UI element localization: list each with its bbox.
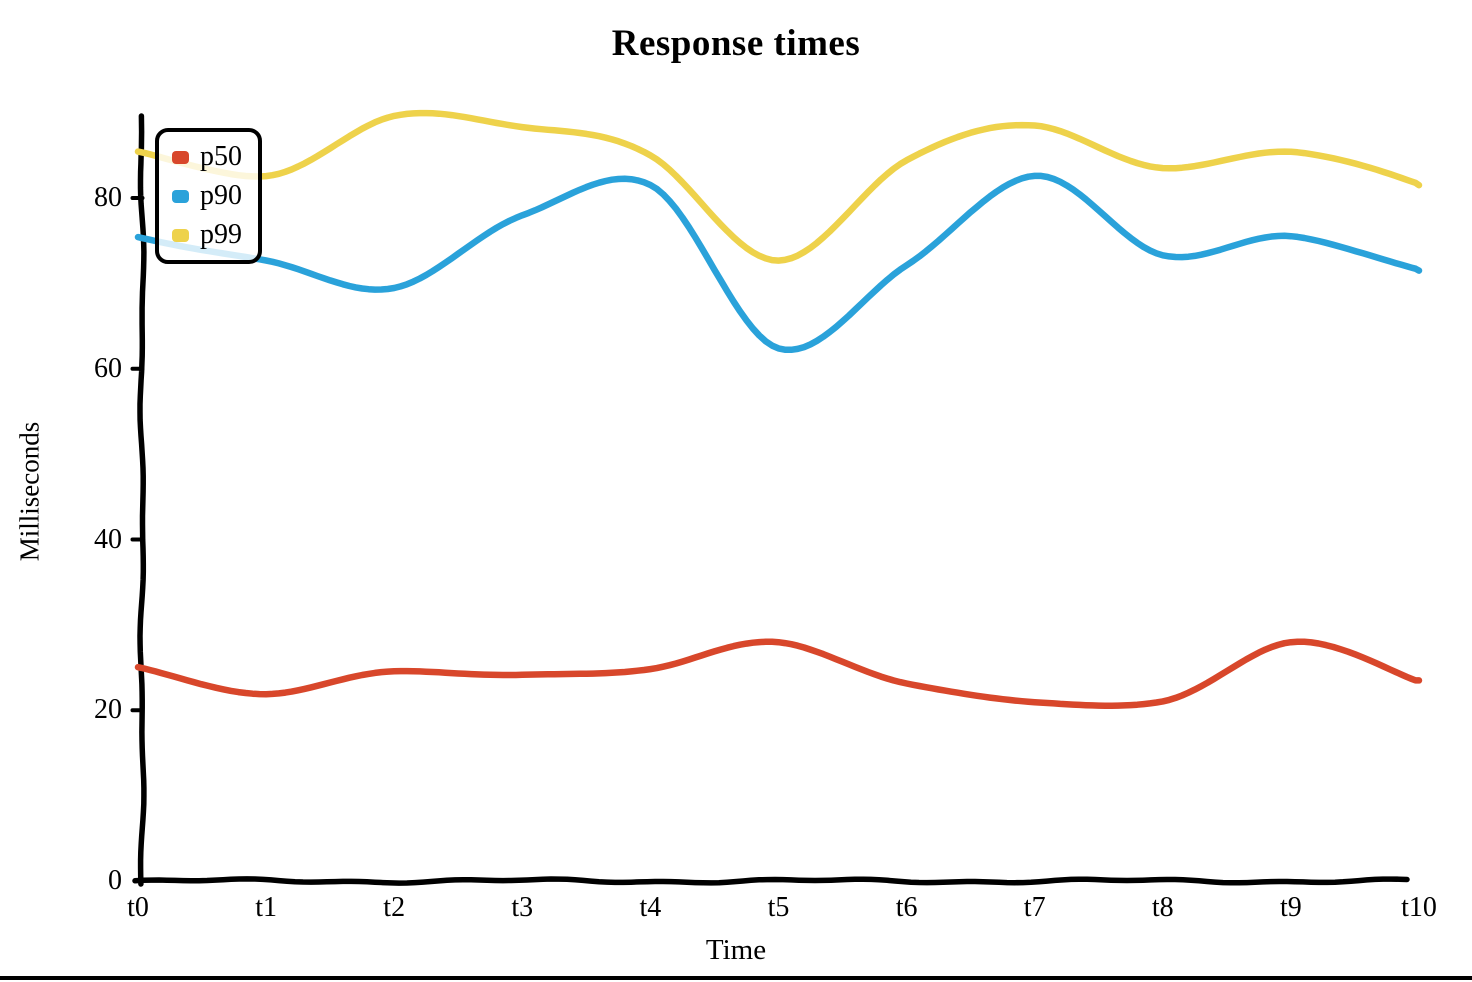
legend-item-p50: p50 (172, 141, 242, 173)
y-tick-label: 60 (94, 352, 122, 384)
legend: p50 p90 p99 (155, 128, 262, 264)
x-tick-label: t9 (1280, 892, 1302, 923)
legend-swatch-p99-icon (172, 228, 189, 242)
legend-label-p99: p99 (200, 219, 242, 250)
bottom-border-line (0, 976, 1472, 980)
legend-item-p99: p99 (172, 219, 242, 251)
legend-swatch-p90-icon (172, 189, 189, 203)
y-tick-label: 20 (94, 694, 122, 726)
x-tick-label: t4 (639, 892, 662, 923)
legend-label-p50: p50 (200, 141, 242, 172)
chart-title: Response times (611, 23, 861, 64)
x-tick-label: t5 (767, 892, 790, 923)
legend-item-p90: p90 (172, 180, 242, 212)
y-tick-label: 0 (108, 865, 122, 896)
x-tick-label: t6 (895, 892, 918, 923)
x-tick-label: t10 (1401, 892, 1437, 923)
y-tick-label: 80 (94, 182, 122, 213)
x-tick-label: t1 (255, 892, 277, 923)
x-tick-label: t8 (1151, 892, 1174, 923)
legend-swatch-p50-icon (172, 150, 189, 164)
x-tick-label: t0 (127, 892, 149, 923)
x-tick-label: t3 (511, 892, 534, 923)
x-axis-label: Time (705, 934, 767, 966)
y-axis-label: Milliseconds (14, 421, 45, 562)
x-tick-label: t7 (1023, 892, 1046, 923)
y-tick-label: 40 (94, 523, 122, 555)
x-tick-label: t2 (383, 892, 406, 923)
legend-label-p90: p90 (200, 180, 242, 211)
